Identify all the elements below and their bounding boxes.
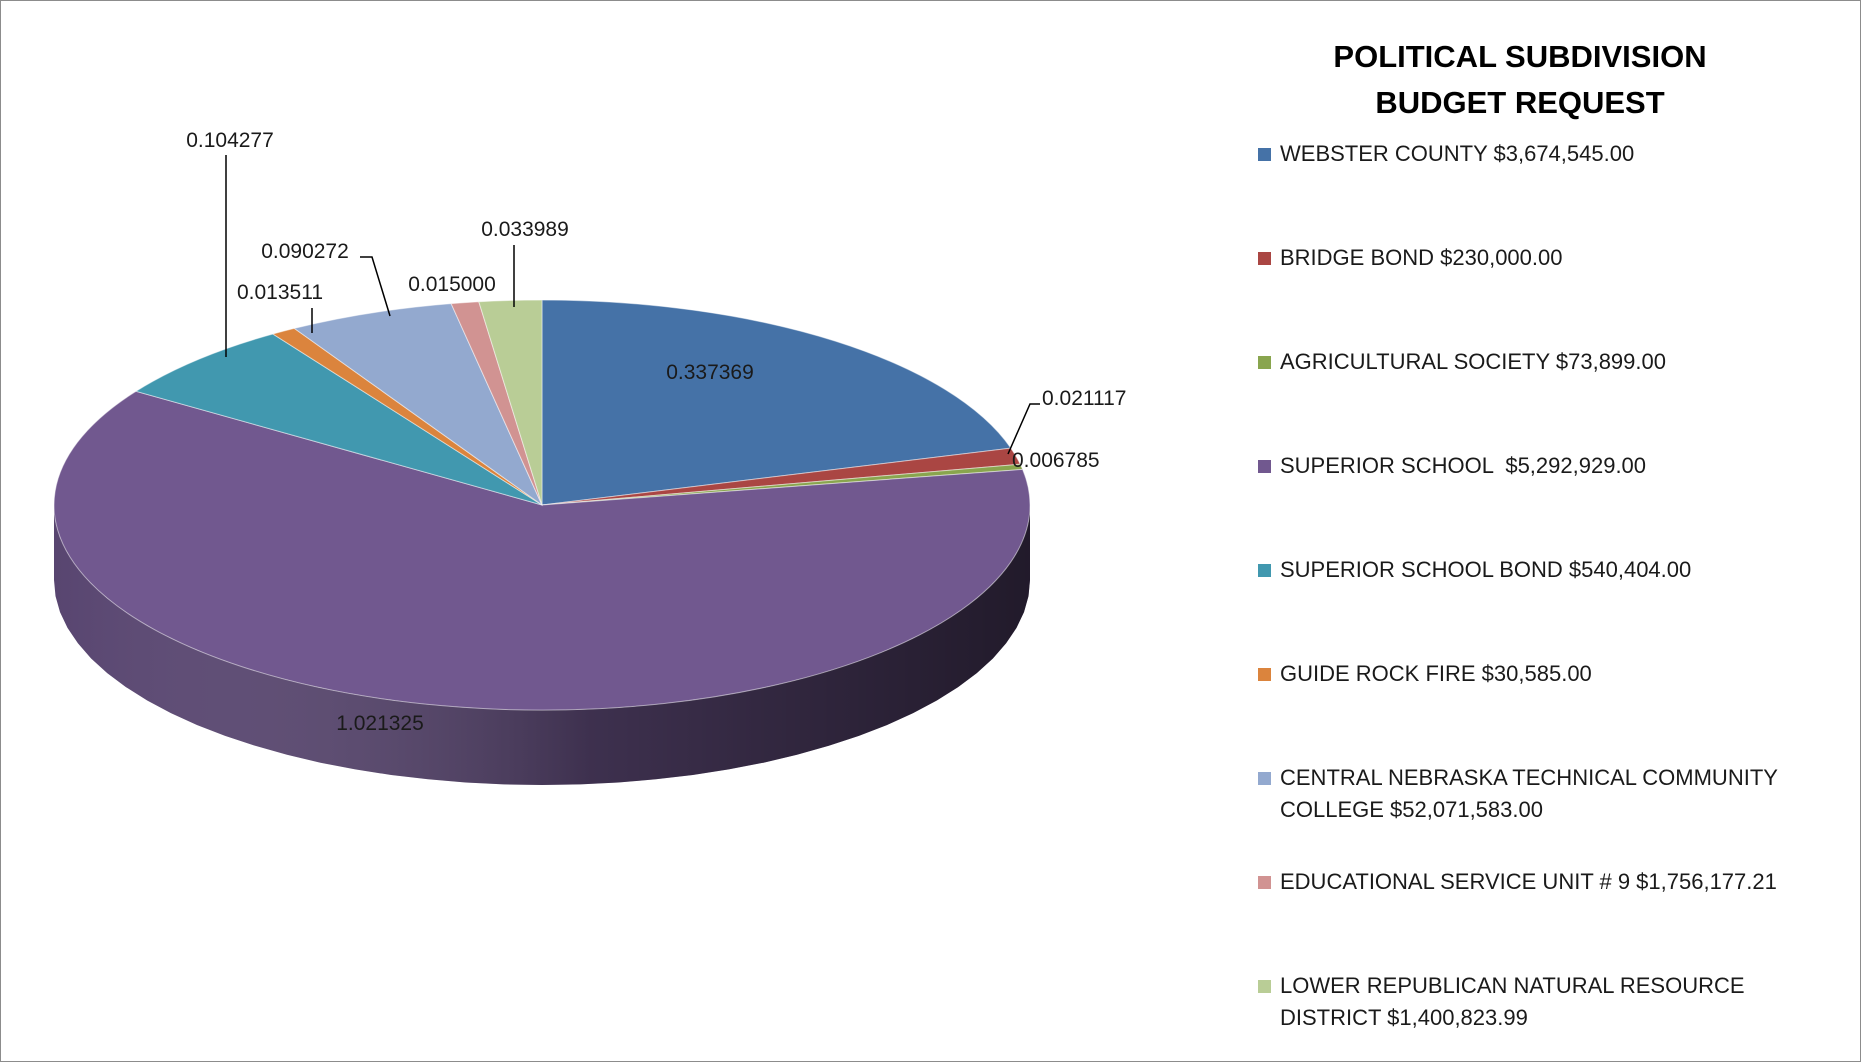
data-label-2: 0.006785 [1012,449,1100,472]
data-label-5: 0.013511 [237,281,323,304]
leader-line-6 [360,256,391,317]
chart-legend: WEBSTER COUNTY $3,674,545.00 BRIDGE BOND … [1258,0,1858,1062]
leader-line-1 [1007,403,1040,455]
legend-swatch-6 [1258,772,1271,785]
legend-label-0: WEBSTER COUNTY $3,674,545.00 [1280,141,1635,166]
pie-slice-0 [541,299,1012,506]
legend-label-4: SUPERIOR SCHOOL BOND $540,404.00 [1280,557,1692,582]
pie-slice-6 [293,303,544,507]
data-label-4: 0.104277 [186,129,274,152]
pie-side-shade-3 [54,505,1030,785]
chart-title-line-2: BUDGET REQUEST [1375,85,1665,120]
legend-label-2: AGRICULTURAL SOCIETY $73,899.00 [1280,349,1666,374]
legend-label-8: LOWER REPUBLICAN NATURAL RESOURCE DISTRI… [1280,973,1751,1030]
data-label-6: 0.090272 [261,240,349,263]
legend-swatch-1 [1258,252,1271,265]
legend-label-7: EDUCATIONAL SERVICE UNIT # 9 $1,756,177.… [1280,869,1777,894]
data-label-3: 1.021325 [336,712,424,735]
data-label-8: 0.033989 [481,218,569,241]
legend-swatch-3 [1258,460,1271,473]
legend-swatch-7 [1258,876,1271,889]
legend-swatch-4 [1258,564,1271,577]
legend-label-1: BRIDGE BOND $230,000.00 [1280,245,1563,270]
pie-slice-3 [53,390,1031,711]
pie-slice-8 [478,299,543,506]
chart-title: POLITICAL SUBDIVISION BUDGET REQUEST [1260,34,1780,126]
legend-swatch-5 [1258,668,1271,681]
data-label-1: 0.021117 [1042,387,1126,410]
data-label-0: 0.337369 [666,361,754,384]
legend-label-5: GUIDE ROCK FIRE $30,585.00 [1280,661,1592,686]
legend-swatch-0 [1258,148,1271,161]
pie-slice-4 [134,333,543,506]
chart-title-line-1: POLITICAL SUBDIVISION [1333,39,1707,74]
legend-label-3: SUPERIOR SCHOOL $5,292,929.00 [1280,453,1647,478]
legend-swatch-8 [1258,980,1271,993]
legend-swatch-2 [1258,356,1271,369]
legend-label-6: CENTRAL NEBRASKA TECHNICAL COMMUNITY COL… [1280,765,1784,822]
data-label-7: 0.015000 [408,273,496,296]
